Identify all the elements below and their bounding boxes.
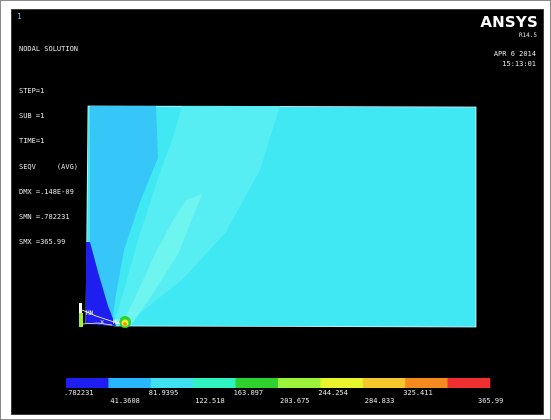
info-line: STEP=1 bbox=[19, 86, 45, 95]
legend-swatch bbox=[150, 378, 194, 388]
legend-swatch bbox=[320, 378, 364, 388]
ansys-logo: ANSYS bbox=[480, 13, 538, 31]
boundary-line bbox=[81, 309, 121, 325]
date-label: APR 6 2014 bbox=[493, 50, 536, 58]
contour-edge-strip-top bbox=[79, 303, 82, 313]
max-marker: MX bbox=[113, 319, 121, 326]
legend-label: 81.9395 bbox=[148, 389, 179, 397]
legend-label: 203.675 bbox=[280, 397, 310, 405]
legend-swatch bbox=[278, 378, 321, 388]
contour-plot[interactable]: MN × MX bbox=[12, 10, 543, 414]
legend-label: 325.411 bbox=[403, 389, 433, 397]
legend-swatch bbox=[193, 378, 236, 388]
legend-label: 284.833 bbox=[364, 397, 395, 405]
legend-label: 41.3608 bbox=[110, 397, 140, 405]
legend-swatch bbox=[447, 378, 491, 388]
legend-label: 163.097 bbox=[233, 389, 264, 397]
info-line: SEQV (AVG) bbox=[19, 162, 79, 171]
contour-edge-strip bbox=[79, 313, 83, 327]
contour-band-mid bbox=[90, 106, 158, 322]
info-line: SUB =1 bbox=[19, 112, 45, 121]
graphics-window[interactable]: 1 ANSYS R14.5 APR 6 2014 15:13:01 NODAL … bbox=[11, 9, 544, 415]
legend-label: 365.99 bbox=[478, 397, 504, 405]
info-line: TIME=1 bbox=[19, 137, 45, 146]
contour-hotspot-core bbox=[123, 322, 127, 326]
info-line: NODAL SOLUTION bbox=[19, 44, 79, 53]
info-line: SMX =365.99 bbox=[19, 238, 66, 247]
legend-swatch bbox=[108, 378, 152, 388]
info-line: DMX =.148E-09 bbox=[19, 187, 74, 196]
min-marker: MN bbox=[86, 310, 94, 317]
legend-label: 244.254 bbox=[318, 389, 348, 397]
legend-swatch bbox=[362, 378, 406, 388]
solution-info: NODAL SOLUTION STEP=1 SUB =1 TIME=1 SEQV… bbox=[19, 28, 78, 263]
contour-band-lighter bbox=[122, 194, 202, 324]
info-line: SMN =.782231 bbox=[19, 212, 70, 221]
time-label: 15:13:01 bbox=[502, 60, 536, 68]
legend-swatch bbox=[235, 378, 279, 388]
window-number: 1 bbox=[17, 12, 22, 21]
release-label: R14.5 bbox=[518, 32, 537, 39]
legend-swatch bbox=[66, 378, 109, 388]
boundary-line bbox=[81, 322, 113, 326]
max-marker-cross: × bbox=[100, 318, 104, 326]
legend-swatch bbox=[405, 378, 448, 388]
contour-band-low bbox=[86, 242, 116, 326]
legend-color-bar bbox=[66, 378, 491, 388]
legend-label: 122.518 bbox=[195, 397, 225, 405]
legend-label: .782231 bbox=[64, 389, 94, 397]
